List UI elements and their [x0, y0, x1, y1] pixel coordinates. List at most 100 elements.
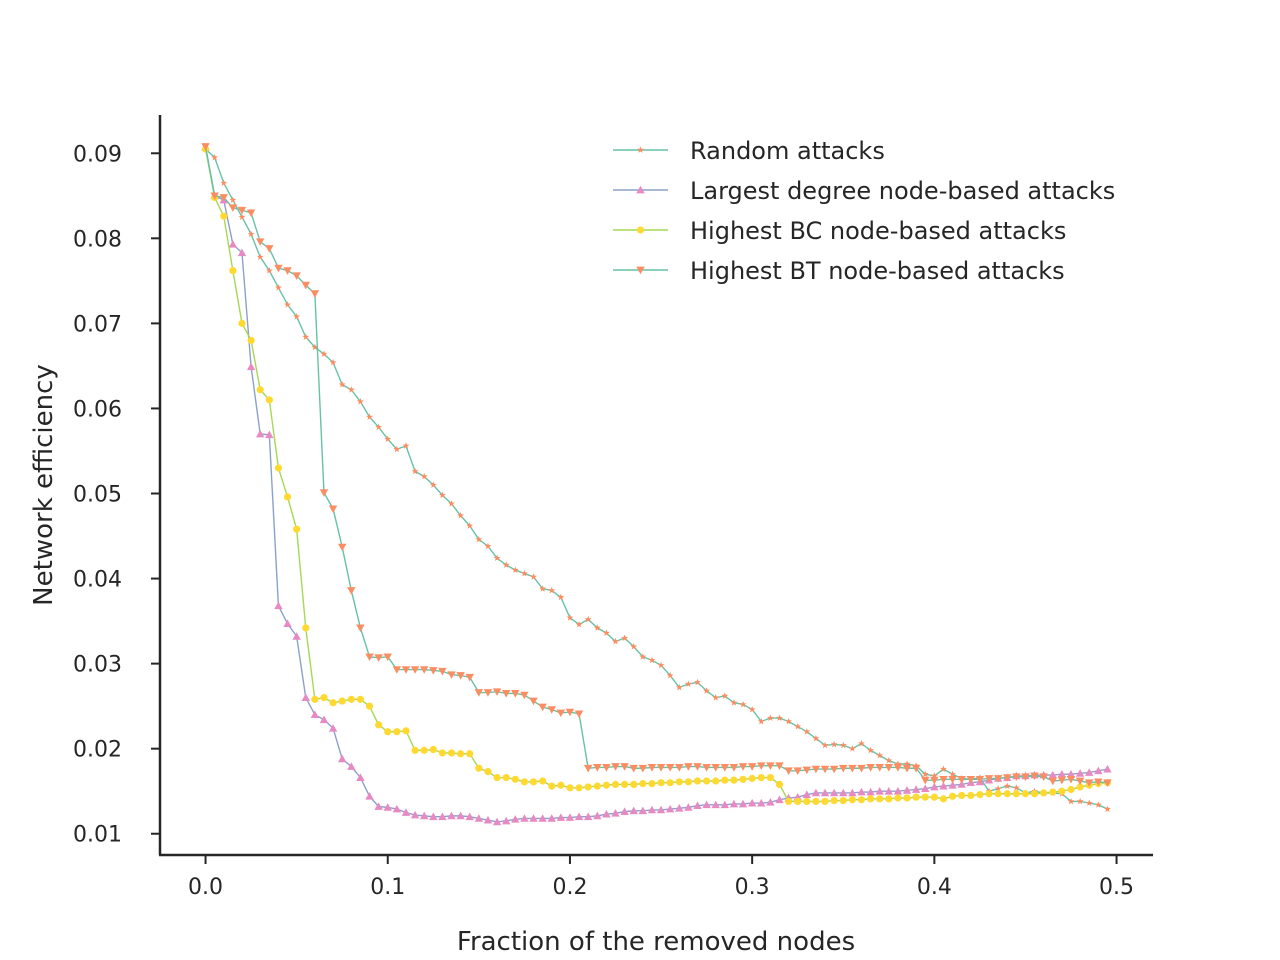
data-point — [466, 522, 474, 529]
data-point — [867, 746, 875, 754]
data-point — [811, 765, 821, 774]
series-line — [204, 147, 1108, 823]
data-point — [593, 624, 601, 631]
data-point — [265, 245, 274, 253]
data-point — [1066, 769, 1076, 778]
data-point — [1085, 799, 1093, 807]
data-point — [238, 319, 246, 327]
data-point — [465, 673, 474, 682]
data-point — [575, 620, 583, 628]
data-point — [812, 734, 820, 742]
data-point — [638, 806, 648, 815]
data-point — [483, 689, 493, 697]
data-point — [238, 213, 246, 220]
data-point — [529, 697, 538, 706]
data-point — [1104, 805, 1111, 812]
x-axis-label: Fraction of the removed nodes — [457, 927, 855, 957]
data-point — [684, 680, 692, 687]
data-point — [593, 782, 601, 790]
data-point — [657, 661, 665, 669]
data-point — [729, 764, 739, 772]
x-tick-label: 0.0 — [188, 875, 223, 900]
data-point — [593, 764, 602, 772]
data-point — [948, 775, 957, 784]
data-point — [866, 795, 875, 803]
data-point — [347, 695, 355, 703]
data-point — [820, 788, 830, 797]
data-point — [739, 700, 747, 708]
data-point — [365, 653, 374, 662]
data-point — [292, 272, 301, 280]
legend-item: Largest degree node-based attacks — [613, 177, 1115, 205]
data-point — [757, 798, 766, 807]
data-point — [474, 689, 484, 697]
data-point — [712, 694, 720, 701]
data-point — [492, 688, 502, 696]
data-point — [775, 762, 784, 770]
data-point — [875, 787, 884, 795]
legend-item: Random attacks — [613, 137, 885, 165]
data-point — [630, 780, 638, 789]
data-point — [583, 812, 593, 821]
data-point — [1003, 782, 1011, 790]
data-point — [328, 724, 338, 732]
data-point — [684, 803, 693, 811]
data-point — [511, 775, 519, 783]
data-point — [921, 770, 929, 778]
data-point — [310, 710, 320, 719]
data-point — [484, 542, 492, 550]
data-point — [228, 204, 238, 212]
data-point — [885, 795, 893, 803]
data-point — [866, 764, 875, 772]
data-point — [875, 764, 884, 772]
data-point — [484, 768, 492, 776]
data-point — [747, 798, 757, 807]
data-point — [693, 763, 702, 771]
data-point — [857, 787, 866, 796]
data-point — [429, 481, 437, 488]
data-point — [292, 632, 301, 640]
data-point — [1030, 790, 1039, 798]
legend-label: Largest degree node-based attacks — [690, 177, 1115, 205]
data-point — [1012, 773, 1021, 781]
data-point — [921, 784, 930, 793]
data-point — [665, 764, 675, 772]
data-point — [246, 209, 256, 218]
data-point — [848, 745, 856, 752]
data-point — [694, 678, 701, 686]
data-point — [319, 489, 329, 497]
data-point — [557, 593, 565, 601]
data-point — [612, 637, 619, 645]
data-point — [539, 777, 547, 785]
data-point — [675, 804, 684, 812]
data-point — [620, 763, 629, 771]
data-point — [894, 794, 902, 802]
data-point — [338, 543, 347, 552]
data-point — [520, 691, 529, 700]
data-point — [547, 814, 556, 822]
data-point — [903, 794, 911, 802]
data-point — [730, 776, 738, 784]
data-point — [293, 312, 301, 320]
data-point — [438, 667, 447, 676]
data-point — [966, 775, 975, 784]
data-point — [493, 554, 501, 562]
data-point — [729, 799, 739, 808]
data-point — [375, 721, 383, 729]
data-point — [848, 796, 856, 804]
data-point — [338, 754, 347, 763]
data-point — [366, 413, 373, 420]
data-point — [237, 206, 247, 215]
data-point — [821, 741, 829, 749]
data-point — [447, 671, 456, 679]
data-point — [466, 750, 474, 758]
data-point — [930, 782, 939, 791]
data-point — [457, 750, 465, 758]
data-point — [492, 817, 502, 826]
y-tick-label: 0.08 — [73, 227, 122, 252]
data-point — [220, 212, 228, 220]
data-point — [793, 767, 802, 775]
data-point — [747, 763, 757, 771]
data-point — [302, 624, 310, 632]
data-point — [630, 643, 638, 650]
